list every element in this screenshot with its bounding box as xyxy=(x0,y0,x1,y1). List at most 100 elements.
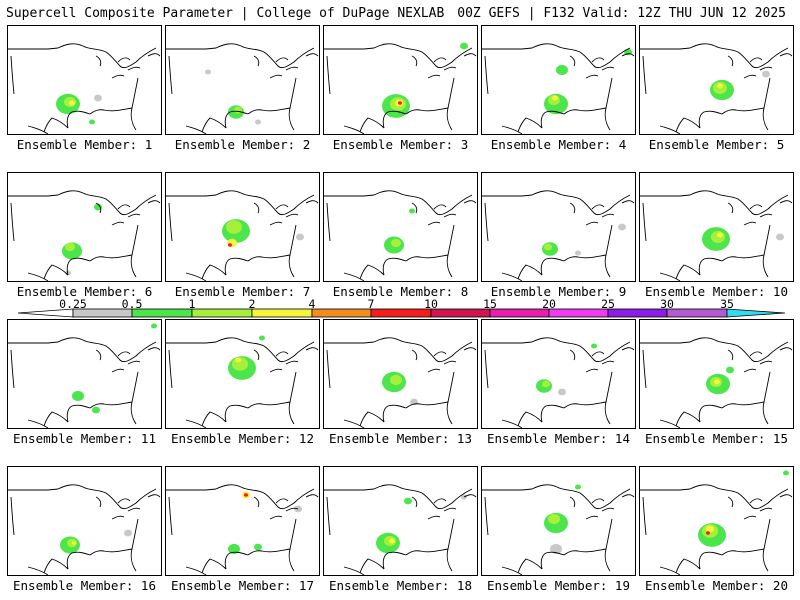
scp-contour xyxy=(711,231,725,243)
member-label: Ensemble Member: 20 xyxy=(645,578,788,593)
scp-contour xyxy=(726,366,734,374)
map-outline xyxy=(147,200,161,204)
map-outline xyxy=(585,74,599,79)
map-outline xyxy=(168,349,173,389)
scp-contour xyxy=(124,529,132,537)
map-outline xyxy=(127,360,141,365)
member-label: Ensemble Member: 1 xyxy=(16,137,153,152)
map-outline xyxy=(253,496,260,508)
map-outline xyxy=(411,496,418,508)
map-outline xyxy=(130,371,139,425)
map-outline xyxy=(501,125,523,134)
scp-contour xyxy=(556,64,568,76)
map-outline xyxy=(111,74,125,79)
map-outline xyxy=(253,55,260,67)
map-outline xyxy=(168,55,173,95)
map-outline xyxy=(759,213,773,218)
scp-contour xyxy=(717,232,723,238)
map-outline xyxy=(382,110,407,129)
map-outline xyxy=(601,213,615,218)
scp-contour xyxy=(706,531,710,535)
member-map xyxy=(640,337,793,428)
map-outline xyxy=(743,515,757,520)
map-outline xyxy=(762,371,771,425)
scp-contour xyxy=(591,343,597,349)
ensemble-map-panel xyxy=(639,172,794,282)
colorbar-segment xyxy=(430,308,491,318)
colorbar-segment xyxy=(607,308,668,318)
scp-contour xyxy=(205,69,211,75)
map-outline xyxy=(721,254,765,262)
map-outline xyxy=(698,257,723,276)
map-outline xyxy=(27,125,49,134)
map-outline xyxy=(343,419,365,428)
member-map xyxy=(166,190,319,281)
map-outline xyxy=(247,401,291,409)
map-outline xyxy=(721,548,765,556)
map-outline xyxy=(482,194,533,197)
map-outline xyxy=(215,337,315,363)
map-outline xyxy=(185,125,207,134)
map-outline xyxy=(540,404,565,423)
map-outline xyxy=(517,558,543,574)
map-outline xyxy=(721,107,765,115)
ensemble-map-panel xyxy=(481,319,636,429)
member-map xyxy=(8,484,161,575)
map-outline xyxy=(501,272,523,281)
map-outline xyxy=(484,496,489,536)
map-outline xyxy=(585,515,599,520)
map-outline xyxy=(288,518,297,572)
map-outline xyxy=(224,551,249,570)
map-outline xyxy=(288,371,297,425)
map-outline xyxy=(563,401,607,409)
map-outline xyxy=(463,200,477,204)
map-outline xyxy=(288,224,297,278)
member-map xyxy=(324,484,477,575)
map-outline xyxy=(253,202,260,214)
map-outline xyxy=(759,66,773,71)
map-outline xyxy=(484,202,489,242)
map-outline xyxy=(743,221,757,226)
scp-contour xyxy=(72,390,84,402)
scp-contour xyxy=(94,203,102,211)
map-outline xyxy=(10,202,15,242)
ensemble-map-panel xyxy=(323,466,478,576)
map-outline xyxy=(43,411,69,427)
map-outline xyxy=(285,213,299,218)
map-outline xyxy=(201,411,227,427)
ensemble-map-panel xyxy=(639,466,794,576)
map-outline xyxy=(621,347,635,351)
map-outline xyxy=(373,337,473,363)
map-outline xyxy=(762,224,771,278)
member-label: Ensemble Member: 17 xyxy=(171,578,314,593)
map-outline xyxy=(621,53,635,57)
map-outline xyxy=(168,496,173,536)
colorbar-tick-label: 35 xyxy=(720,297,734,311)
ensemble-map-panel xyxy=(165,466,320,576)
ensemble-map-panel xyxy=(165,25,320,135)
map-outline xyxy=(326,202,331,242)
map-outline xyxy=(8,194,59,197)
map-outline xyxy=(57,190,157,216)
map-outline xyxy=(463,53,477,57)
map-outline xyxy=(305,53,319,57)
map-outline xyxy=(427,74,441,79)
map-outline xyxy=(166,488,217,491)
map-outline xyxy=(762,518,771,572)
map-outline xyxy=(95,349,102,361)
ensemble-map-panel xyxy=(7,319,162,429)
map-outline xyxy=(749,498,763,504)
scp-contour xyxy=(244,493,248,497)
map-outline xyxy=(343,125,365,134)
map-outline xyxy=(727,349,734,361)
member-map xyxy=(640,190,793,281)
map-outline xyxy=(604,371,613,425)
member-label: Ensemble Member: 9 xyxy=(490,284,627,299)
map-outline xyxy=(66,110,91,129)
map-outline xyxy=(326,496,331,536)
map-outline xyxy=(285,507,299,512)
map-outline xyxy=(443,66,457,71)
map-outline xyxy=(540,257,565,276)
scp-contour xyxy=(72,541,76,545)
map-outline xyxy=(659,125,681,134)
